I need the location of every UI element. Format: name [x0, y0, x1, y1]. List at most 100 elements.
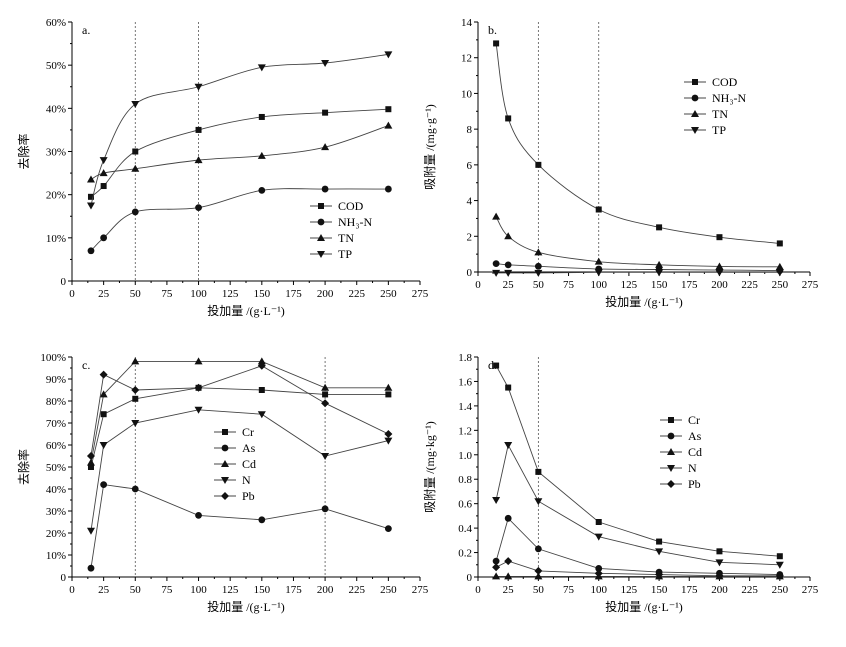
y-axis-label: 去除率: [16, 449, 31, 485]
data-point: [384, 430, 393, 438]
data-point: [594, 257, 603, 265]
data-point: [505, 384, 512, 391]
data-point: [655, 260, 664, 268]
x-tick-label: 175: [681, 584, 698, 596]
data-point: [493, 40, 500, 47]
data-point: [257, 357, 266, 365]
y-tick-label: 40%: [46, 103, 66, 115]
legend-label: Cr: [242, 425, 254, 439]
data-point: [384, 437, 393, 445]
data-point: [86, 452, 95, 460]
series-5: [86, 361, 393, 460]
legend-marker: [691, 110, 699, 117]
data-point: [504, 261, 512, 269]
legend-marker: [668, 417, 674, 423]
data-point: [504, 572, 513, 580]
legend-marker: [691, 127, 699, 134]
data-point: [534, 262, 542, 270]
legend-entry: COD: [310, 199, 364, 213]
data-point: [258, 516, 266, 524]
y-tick-label: 1.2: [458, 425, 472, 437]
x-tick-label: 125: [621, 584, 638, 596]
series-4: [492, 442, 784, 569]
y-tick-label: 20%: [46, 190, 66, 202]
x-tick-label: 100: [190, 288, 207, 300]
y-tick-label: 0.4: [458, 523, 472, 535]
data-point: [321, 60, 330, 68]
legend-entry: TN: [310, 231, 354, 245]
legend-marker: [221, 477, 229, 484]
data-point: [775, 269, 784, 277]
series-3: [492, 212, 784, 270]
data-point: [321, 143, 330, 151]
panel-label: d.: [488, 358, 497, 372]
x-tick-label: 200: [711, 279, 728, 291]
data-point: [716, 548, 723, 555]
legend-marker: [691, 94, 699, 102]
data-point: [384, 51, 393, 59]
data-point: [492, 269, 501, 277]
y-tick-label: 10%: [46, 550, 66, 562]
data-point: [194, 383, 203, 392]
x-tick-label: 50: [533, 279, 545, 291]
y-tick-label: 30%: [46, 506, 66, 518]
legend-marker: [317, 251, 325, 258]
data-point: [99, 370, 108, 379]
legend-marker: [692, 79, 698, 85]
y-axis-label: 去除率: [16, 133, 31, 169]
legend-label: NH₃-N: [338, 215, 373, 229]
data-point: [321, 505, 329, 513]
data-point: [131, 208, 139, 216]
data-point: [195, 126, 202, 133]
data-point: [86, 202, 95, 210]
legend-entry: Cr: [660, 413, 700, 427]
y-tick-label: 1.8: [458, 352, 472, 364]
data-point: [492, 497, 501, 504]
y-tick-label: 1.0: [458, 450, 472, 462]
x-tick-label: 100: [590, 279, 607, 291]
x-tick-label: 25: [98, 288, 110, 300]
x-axis-label: 投加量 /(g·L⁻¹): [207, 599, 285, 614]
x-tick-label: 200: [317, 584, 334, 596]
data-point: [594, 569, 603, 578]
x-tick-label: 250: [380, 288, 397, 300]
legend-entry: Pb: [660, 477, 701, 491]
data-point: [99, 157, 108, 165]
data-point: [715, 559, 724, 567]
x-tick-label: 275: [802, 584, 819, 596]
data-point: [132, 395, 139, 402]
data-point: [534, 498, 543, 506]
data-point: [776, 553, 783, 560]
x-tick-label: 150: [254, 288, 271, 300]
chart-panel-1: 0 25 50 75 100 125 150 175 200 225 250 275 0 10% 20% 30…: [16, 17, 429, 318]
x-tick-label: 0: [475, 279, 481, 291]
data-point: [99, 442, 108, 449]
legend-marker: [221, 492, 229, 500]
legend-entry: As: [214, 441, 256, 455]
legend-marker: [221, 460, 229, 467]
data-point: [776, 240, 783, 247]
legend-label: Cr: [688, 413, 700, 427]
legend-marker: [667, 480, 675, 488]
data-point: [321, 399, 330, 408]
data-point: [257, 151, 266, 159]
y-tick-label: 10%: [46, 233, 66, 245]
data-point: [504, 442, 513, 449]
x-tick-label: 150: [254, 584, 271, 596]
data-point: [257, 411, 266, 419]
chart-panel-3: 0 25 50 75 100 125 150 175 200 225 250 275 0 10% 20% 30…: [16, 352, 429, 614]
y-axis-label: 吸附量 /(mg·g⁻¹): [423, 104, 437, 190]
data-point: [86, 175, 95, 183]
data-point: [715, 571, 724, 580]
legend-label: Pb: [688, 477, 701, 491]
y-tick-label: 40%: [46, 484, 66, 496]
data-point: [655, 570, 664, 579]
legend-entry: N: [214, 473, 251, 487]
series-1: [87, 106, 392, 200]
y-tick-label: 70%: [46, 418, 66, 430]
legend-marker: [667, 448, 675, 455]
data-point: [131, 164, 140, 172]
x-tick-label: 50: [533, 584, 545, 596]
y-axis-label: 吸附量 /(mg·kg⁻¹): [423, 421, 437, 513]
